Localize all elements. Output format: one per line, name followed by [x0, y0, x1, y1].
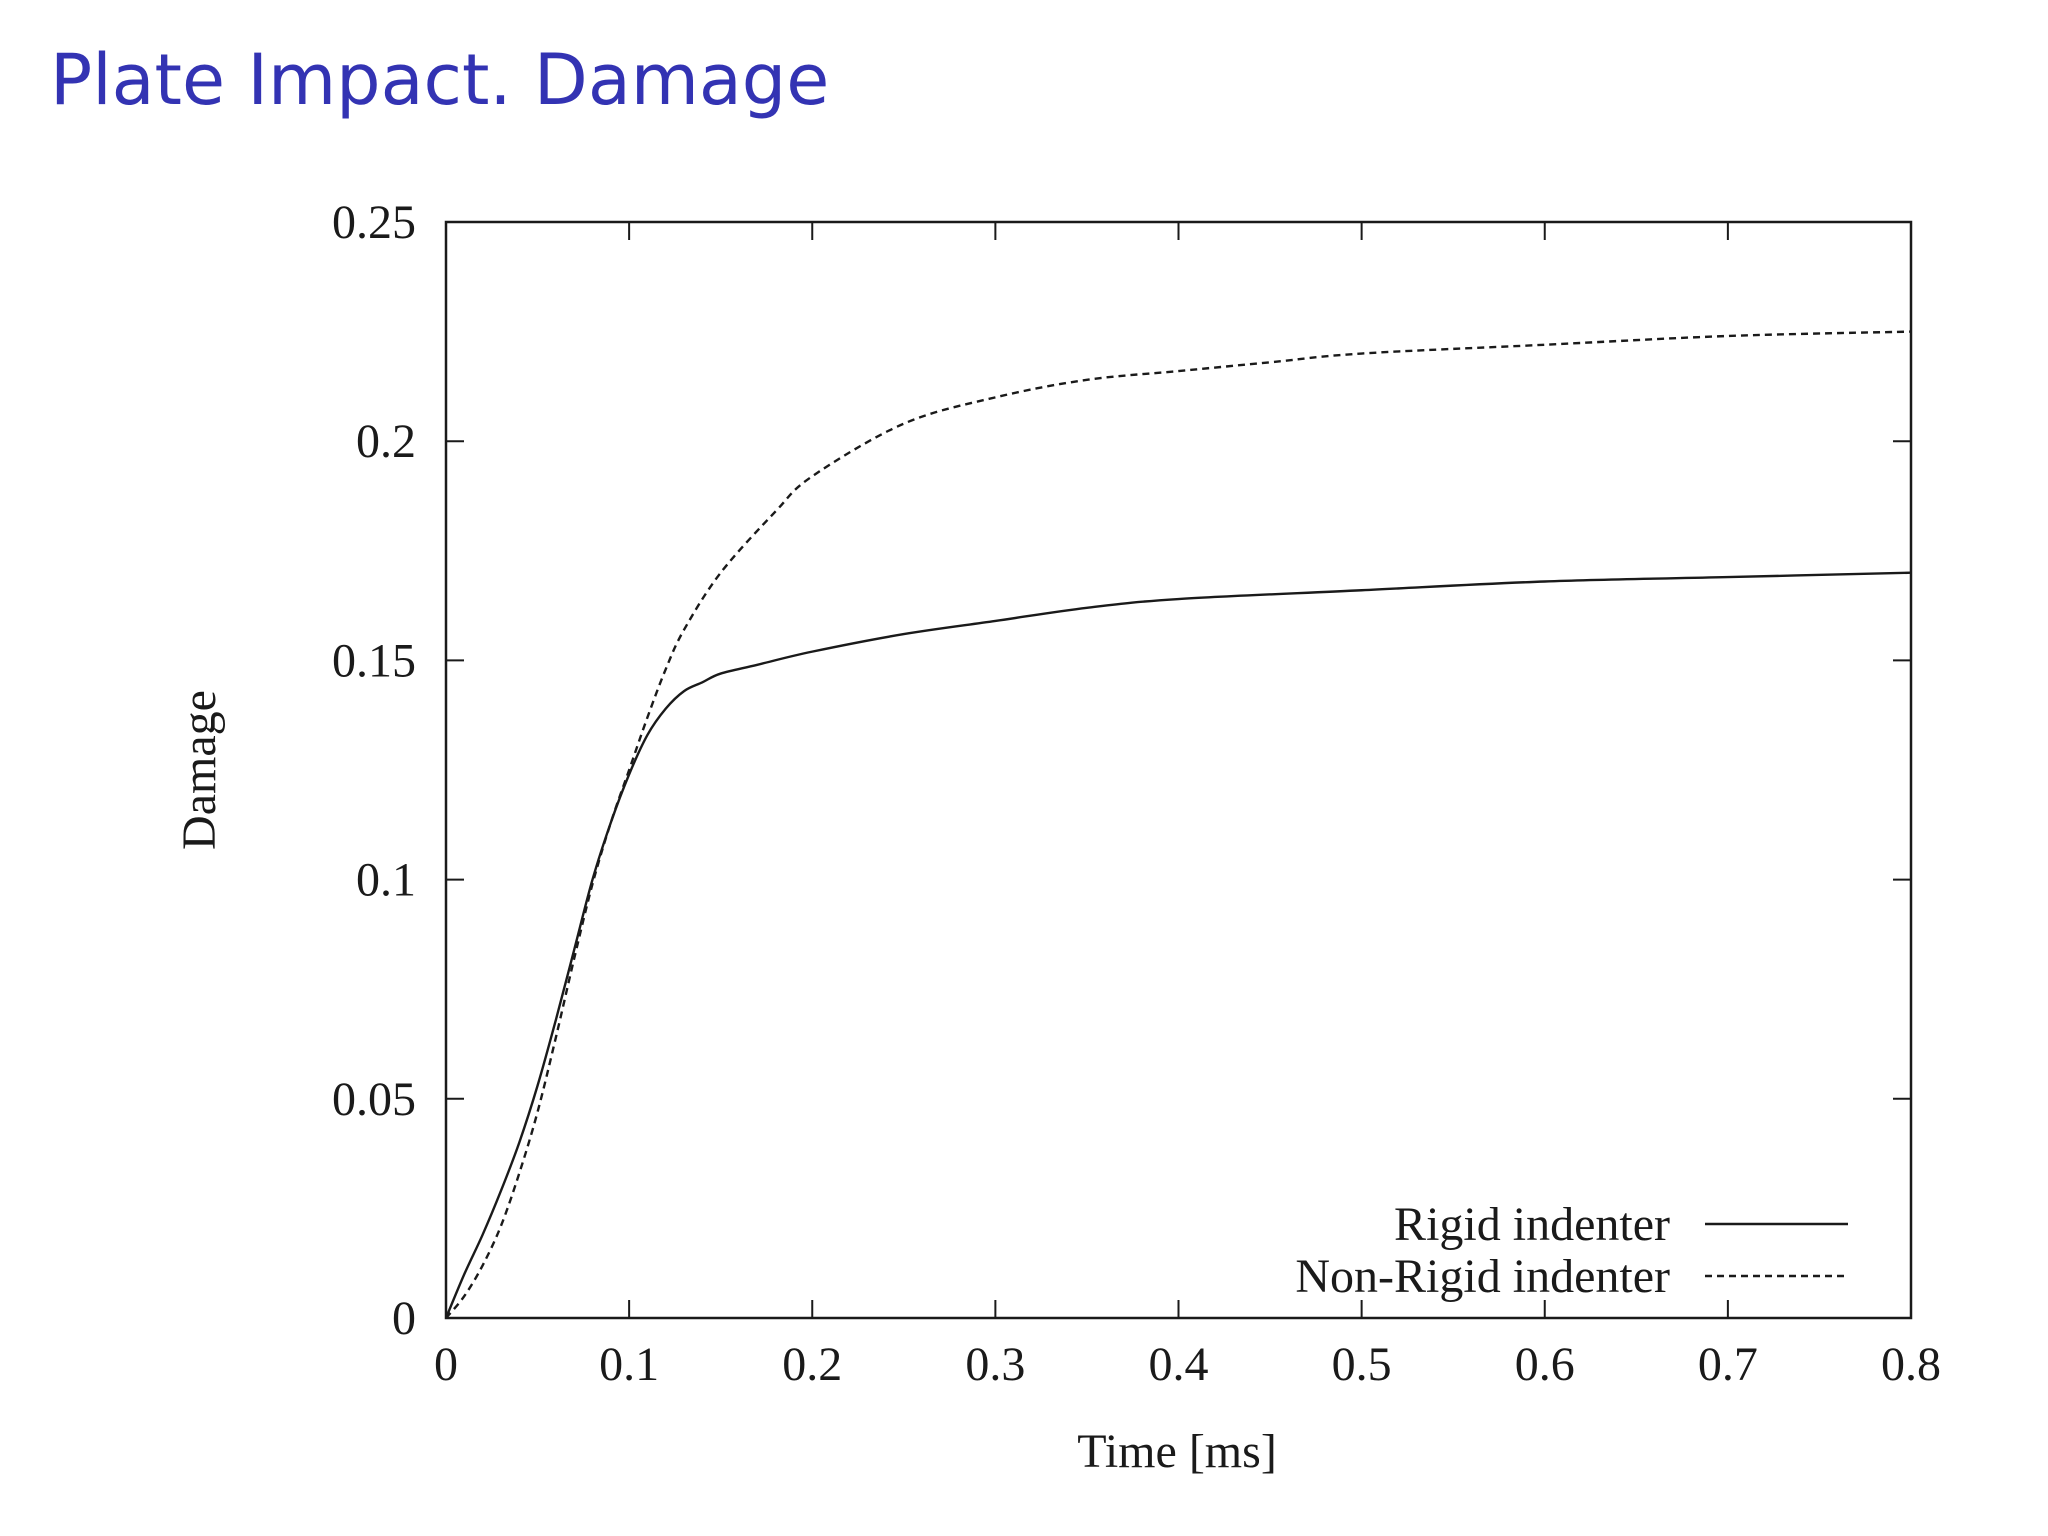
legend-label-non-rigid-indenter: Non-Rigid indenter — [1295, 1250, 1670, 1303]
x-axis-label: Time [ms] — [1077, 1425, 1277, 1478]
x-tick-label: 0 — [434, 1338, 458, 1391]
x-tick-label: 0.1 — [599, 1338, 659, 1391]
x-tick-label: 0.6 — [1515, 1338, 1575, 1391]
y-tick-label: 0.2 — [356, 415, 416, 468]
legend-label-rigid-indenter: Rigid indenter — [1394, 1198, 1670, 1251]
y-tick-label: 0 — [392, 1292, 416, 1345]
x-tick-label: 0.7 — [1698, 1338, 1758, 1391]
series-line-rigid-indenter — [444, 571, 1912, 1319]
x-tick-label: 0.3 — [965, 1338, 1025, 1391]
x-tick-label: 0.5 — [1332, 1338, 1392, 1391]
plot-frame — [444, 220, 1913, 1320]
y-axis-label: Damage — [173, 690, 226, 850]
series-line-non-rigid-indenter — [445, 330, 1912, 1319]
y-tick-label: 0.15 — [332, 634, 416, 687]
y-tick-label: 0.05 — [332, 1073, 416, 1126]
x-tick-label: 0.8 — [1881, 1338, 1941, 1391]
slide-title: Plate Impact. Damage — [50, 39, 830, 121]
x-tick-label: 0.4 — [1149, 1338, 1209, 1391]
y-tick-label: 0.25 — [332, 196, 416, 249]
y-tick-label: 0.1 — [356, 854, 416, 907]
x-tick-label: 0.2 — [782, 1338, 842, 1391]
